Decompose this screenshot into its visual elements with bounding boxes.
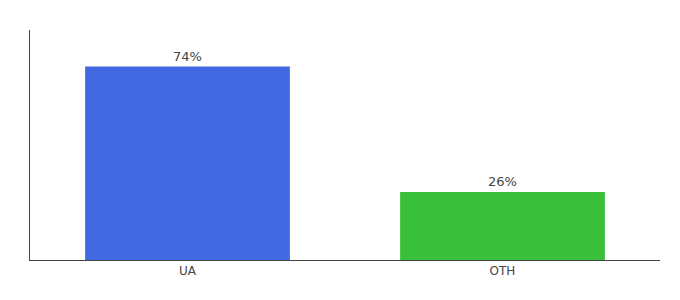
- svg-text:26%: 26%: [488, 174, 517, 189]
- svg-text:74%: 74%: [173, 49, 202, 64]
- svg-text:UA: UA: [179, 264, 197, 278]
- svg-text:OTH: OTH: [490, 264, 516, 278]
